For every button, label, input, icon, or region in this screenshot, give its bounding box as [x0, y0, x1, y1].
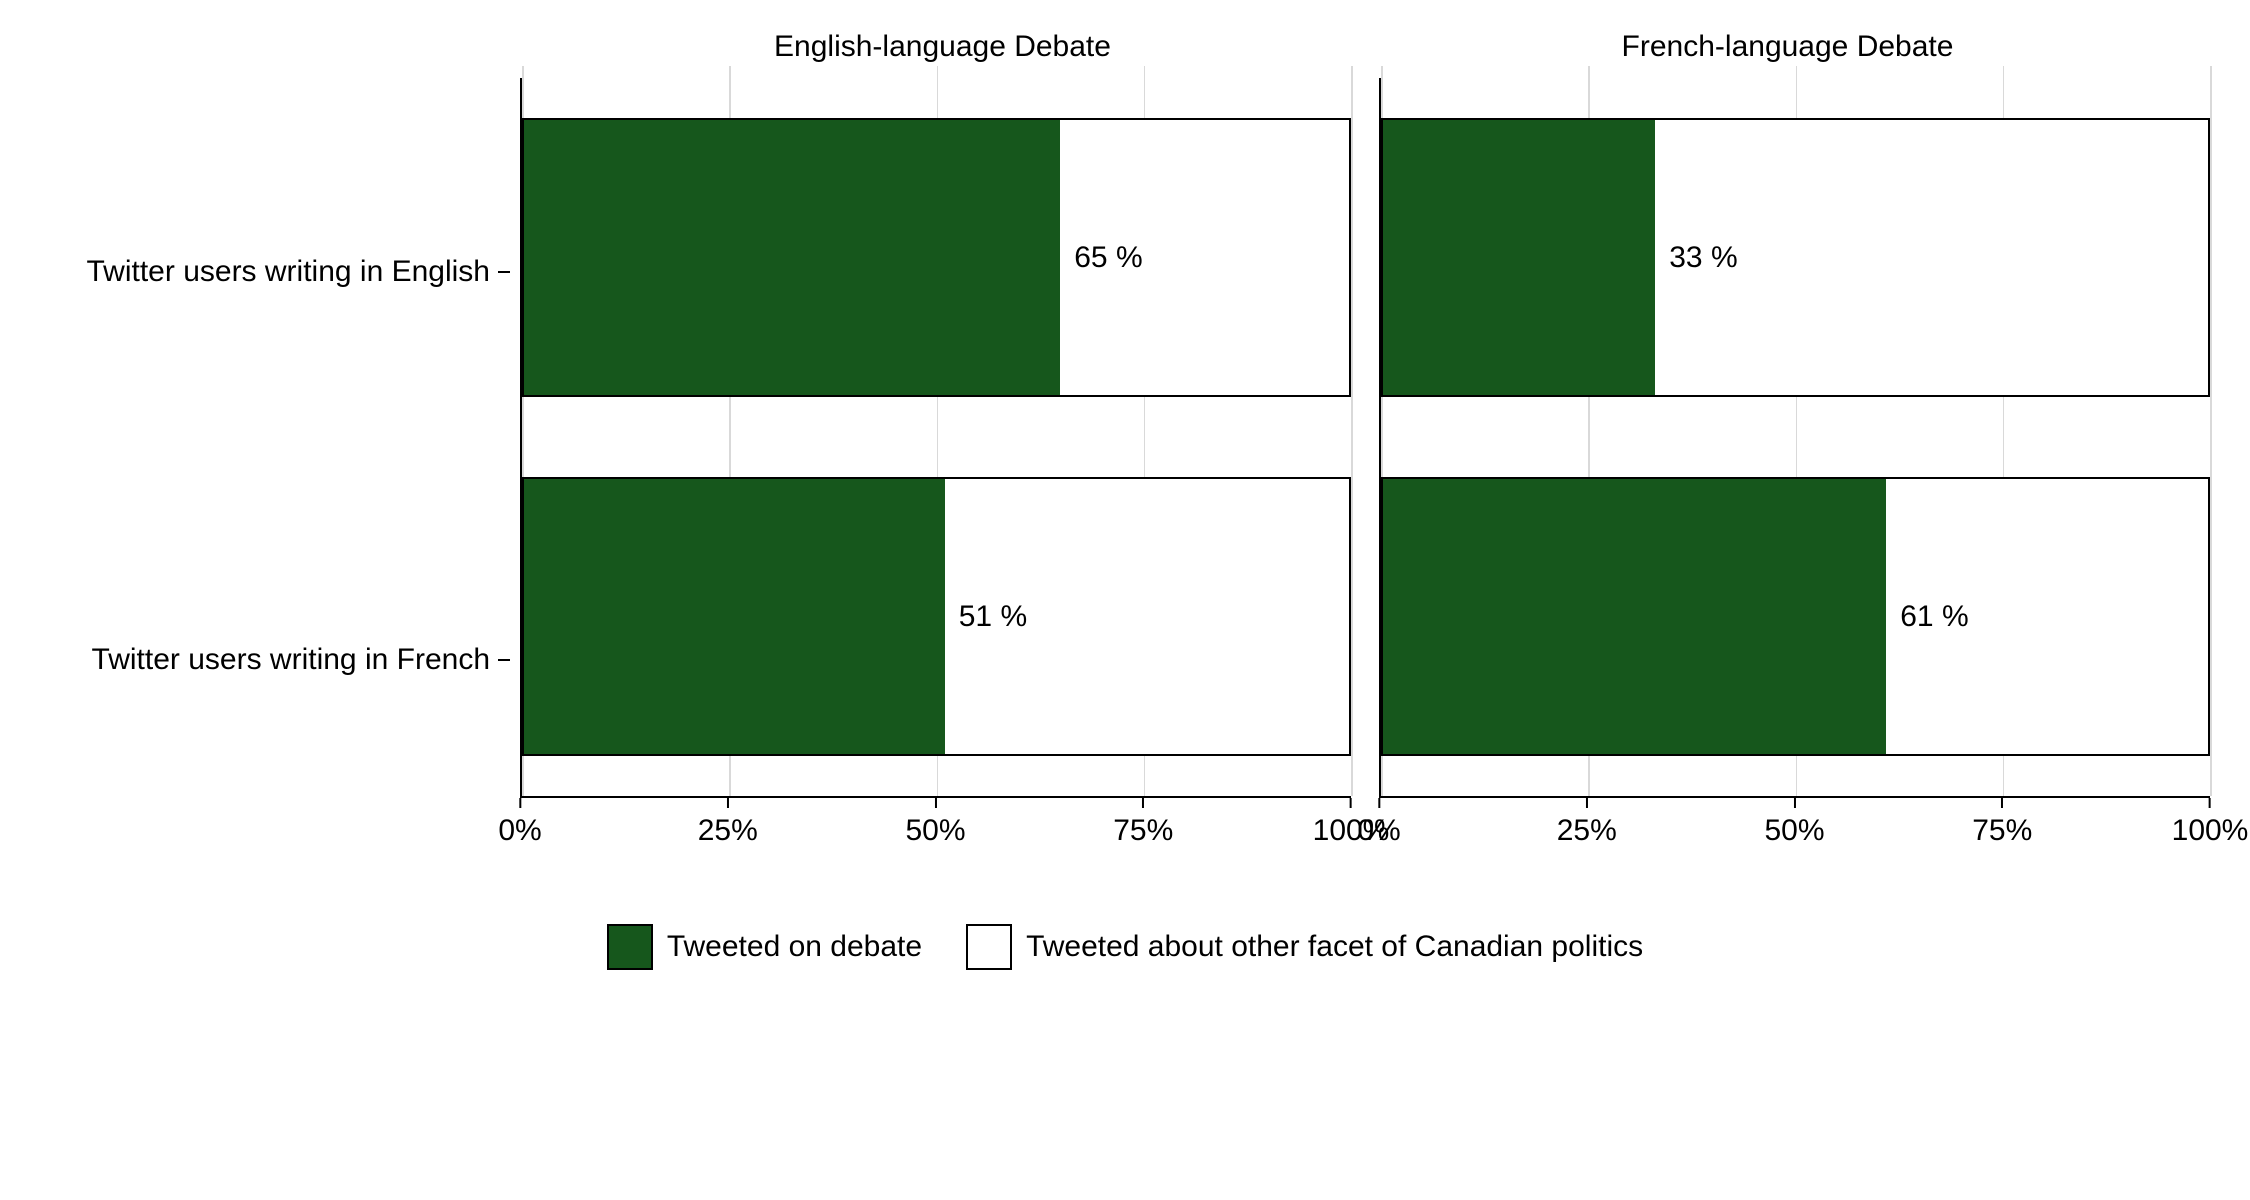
facet-title-0: English-language Debate	[520, 30, 1365, 78]
facets: 65 %51 % 0%25%50%75%100% 33 %61 % 0%25%5…	[520, 78, 2210, 854]
plot-area-1: 33 % 61 %	[1379, 78, 2210, 798]
facet-0: 65 %51 % 0%25%50%75%100%	[520, 78, 1351, 854]
x-tick: 75%	[1113, 798, 1173, 848]
bar-segment-filled	[1383, 120, 1655, 395]
y-axis-labels: Twitter users writing in English Twitter…	[40, 78, 520, 854]
bar-value-label: 65 %	[1074, 241, 1142, 275]
y-label-text-0: Twitter users writing in English	[87, 255, 490, 289]
bar-value-label: 51 %	[959, 600, 1027, 634]
x-ticks-1: 0%25%50%75%100%	[1379, 798, 2210, 854]
bar-slot: 65 %	[522, 78, 1351, 437]
x-tick: 25%	[1557, 798, 1617, 848]
bars-1: 33 % 61 %	[1381, 78, 2210, 796]
bar-slot: 51 %	[522, 437, 1351, 796]
x-tick: 25%	[698, 798, 758, 848]
bar-segment-filled	[1383, 479, 1886, 754]
bar: 61 %	[1381, 477, 2210, 756]
bar: 51 %	[522, 477, 1351, 756]
y-tick-mark-1	[498, 659, 510, 661]
legend-label-0: Tweeted on debate	[667, 930, 922, 964]
x-tick: 0%	[498, 798, 541, 848]
bar: 65 %	[522, 118, 1351, 397]
x-tick: 75%	[1972, 798, 2032, 848]
facet-titles-row: English-language Debate French-language …	[520, 30, 2210, 78]
legend-swatch-1	[966, 924, 1012, 970]
panels-row: Twitter users writing in English Twitter…	[40, 78, 2210, 854]
facet-1: 33 %61 % 0%25%50%75%100%	[1379, 78, 2210, 854]
bar-slot: 61 %	[1381, 437, 2210, 796]
legend: Tweeted on debate Tweeted about other fa…	[40, 924, 2210, 970]
facet-title-1: French-language Debate	[1365, 30, 2210, 78]
bar-slot: 33 %	[1381, 78, 2210, 437]
x-tick: 100%	[2172, 798, 2249, 848]
legend-swatch-0	[607, 924, 653, 970]
y-label-1: Twitter users writing in French	[40, 466, 520, 854]
bar-segment-filled	[524, 479, 945, 754]
y-label-0: Twitter users writing in English	[40, 78, 520, 466]
plot-area-0: 65 % 51 %	[520, 78, 1351, 798]
bars-0: 65 % 51 %	[522, 78, 1351, 796]
y-label-text-1: Twitter users writing in French	[92, 643, 490, 677]
legend-label-1: Tweeted about other facet of Canadian po…	[1026, 930, 1643, 964]
y-tick-mark-0	[498, 271, 510, 273]
x-tick: 50%	[905, 798, 965, 848]
gridline	[1351, 66, 1353, 796]
bar: 33 %	[1381, 118, 2210, 397]
bar-value-label: 61 %	[1900, 600, 1968, 634]
bar-segment-filled	[524, 120, 1060, 395]
x-tick: 50%	[1764, 798, 1824, 848]
bar-value-label: 33 %	[1669, 241, 1737, 275]
legend-item-0: Tweeted on debate	[607, 924, 922, 970]
gridline	[2210, 66, 2212, 796]
legend-item-1: Tweeted about other facet of Canadian po…	[966, 924, 1643, 970]
x-ticks-0: 0%25%50%75%100%	[520, 798, 1351, 854]
x-tick: 0%	[1357, 798, 1400, 848]
chart-container: English-language Debate French-language …	[40, 30, 2210, 970]
